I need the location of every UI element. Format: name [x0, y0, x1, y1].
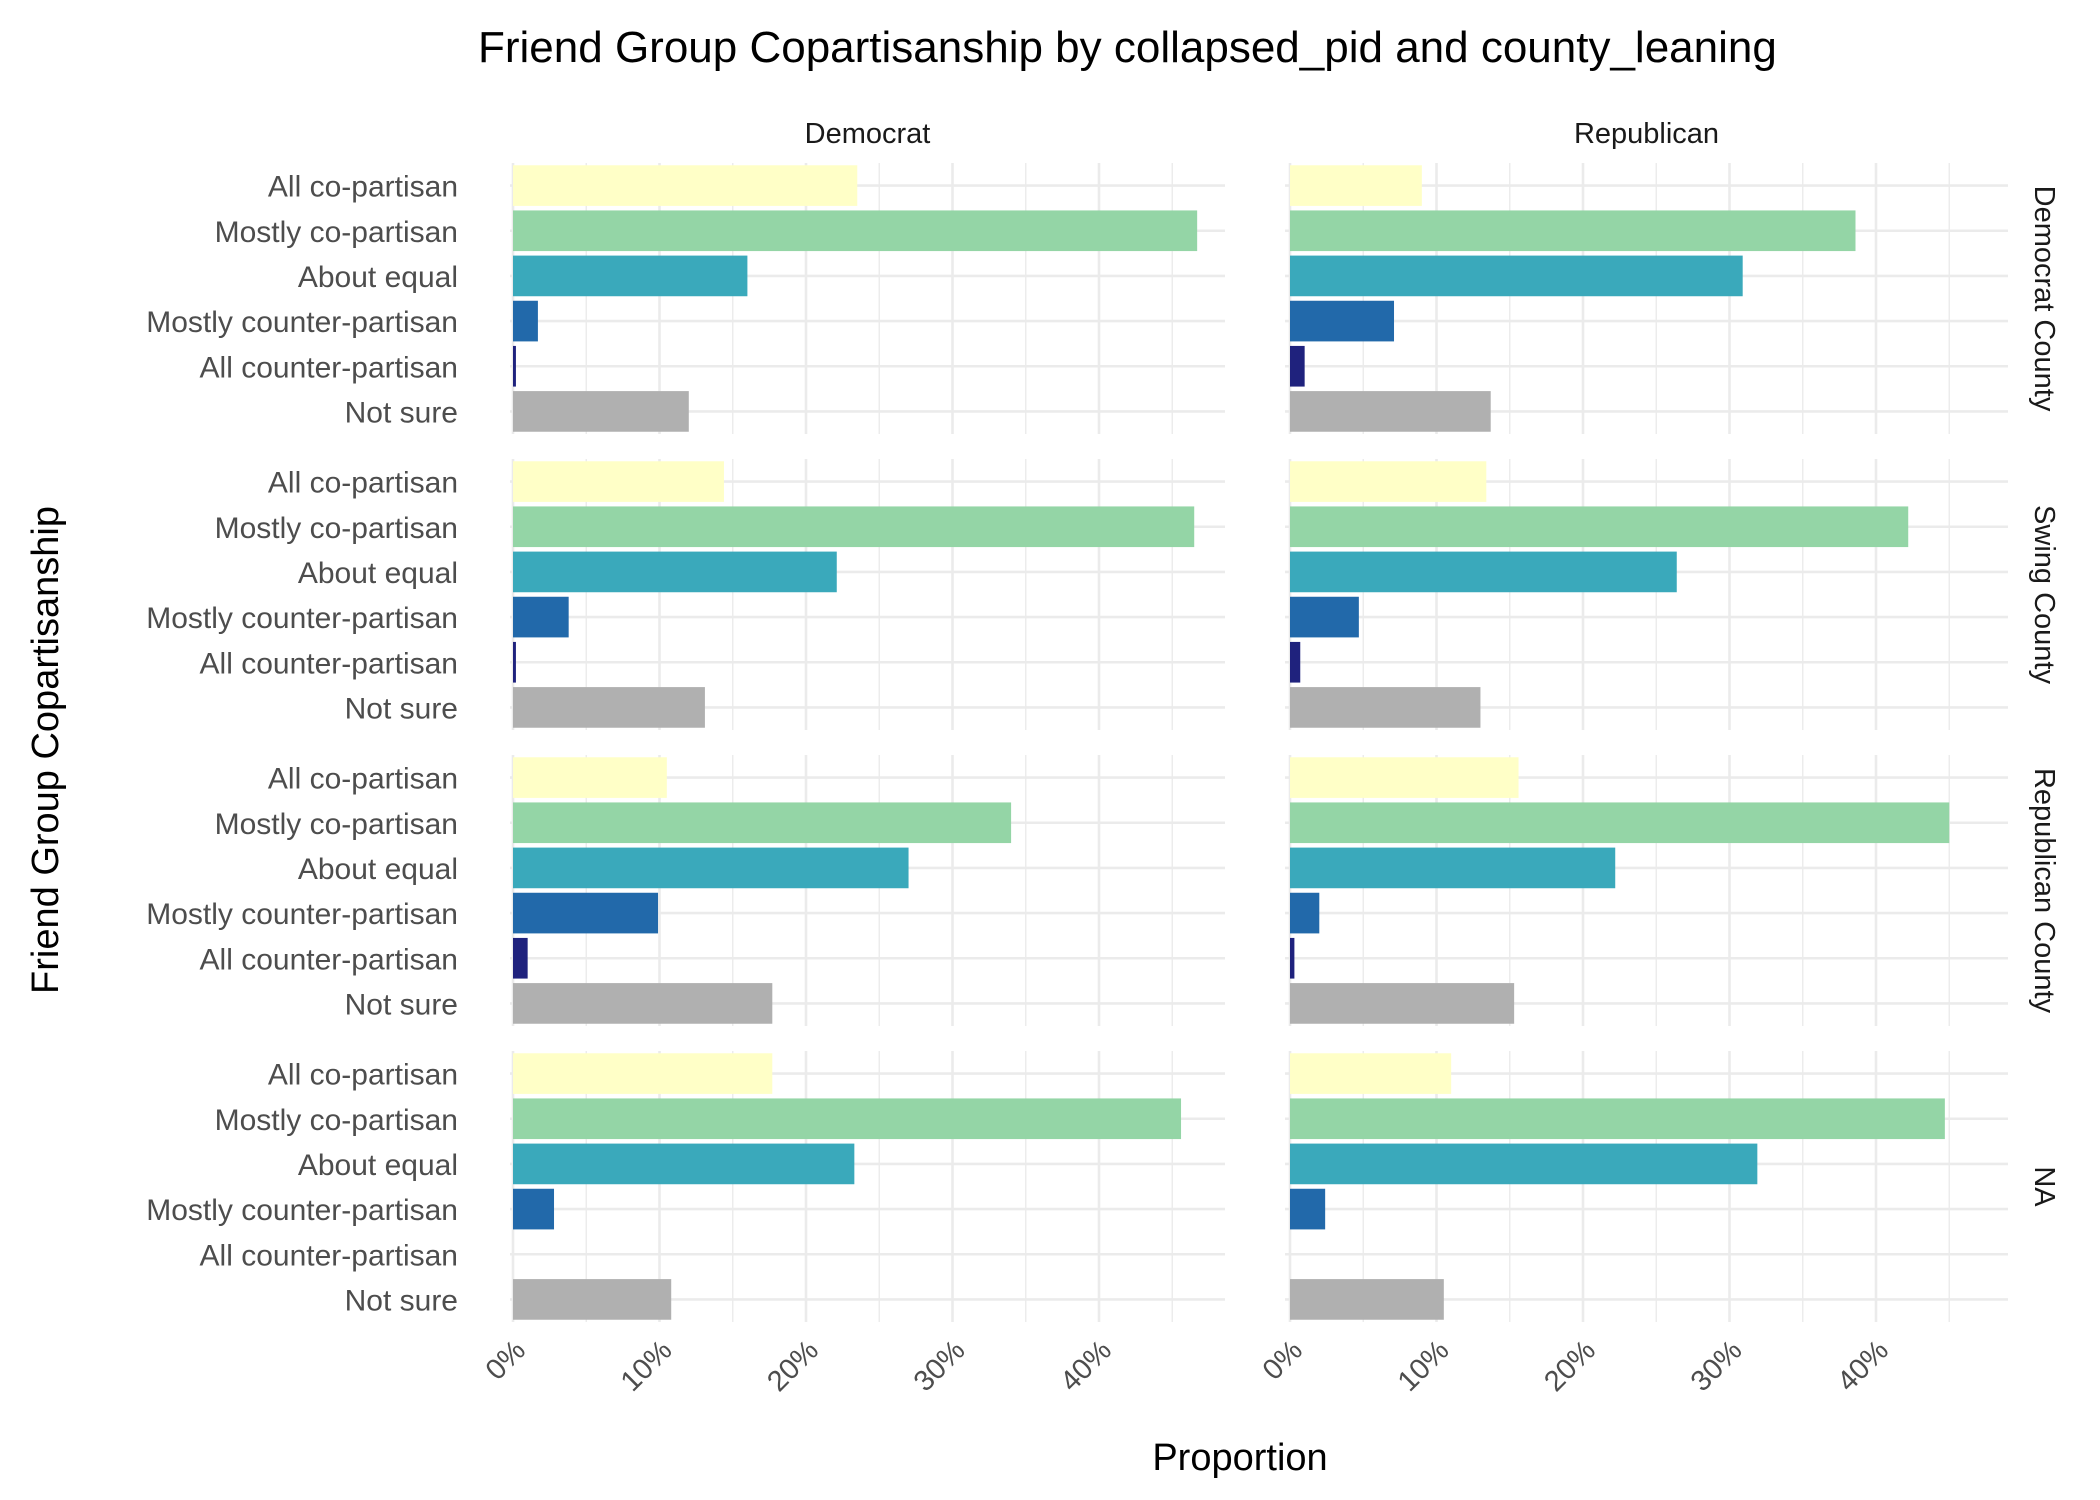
bar-republican-county-democrat-not-sure: [513, 983, 773, 1024]
bar-swing-county-republican-mostly-counter-partisan: [1290, 596, 1359, 638]
x-tick-label: 0%: [480, 1334, 532, 1386]
y-tick-label: About equal: [298, 853, 458, 886]
facet-row-label: Republican County: [2028, 768, 2060, 1014]
y-tick-label: Mostly co-partisan: [215, 512, 458, 545]
bar-na-democrat-mostly-counter-partisan: [513, 1188, 555, 1230]
bar-swing-county-republican-all-co-partisan: [1290, 461, 1487, 502]
bar-republican-county-democrat-mostly-counter-partisan: [513, 892, 659, 934]
bar-democrat-county-democrat-all-counter-partisan: [513, 345, 516, 387]
y-tick-label: Not sure: [345, 396, 458, 429]
y-tick-label: Mostly counter-partisan: [146, 1194, 458, 1227]
bar-democrat-county-republican-about-equal: [1290, 255, 1743, 297]
y-tick-label: All co-partisan: [268, 1059, 458, 1092]
bar-republican-county-republican-all-counter-partisan: [1290, 937, 1295, 979]
y-tick-label: Mostly counter-partisan: [146, 602, 458, 635]
x-tick-label: 40%: [1054, 1334, 1118, 1398]
facet-row-label: NA: [2028, 1166, 2060, 1207]
x-tick-label: 40%: [1831, 1334, 1895, 1398]
bar-swing-county-republican-not-sure: [1290, 687, 1481, 728]
bar-swing-county-republican-all-counter-partisan: [1290, 641, 1301, 683]
y-tick-label: All counter-partisan: [200, 943, 458, 976]
bar-swing-county-republican-mostly-co-partisan: [1290, 506, 1909, 548]
bar-swing-county-democrat-mostly-co-partisan: [513, 506, 1195, 548]
facet-column-label: Democrat: [805, 118, 931, 150]
bar-republican-county-republican-mostly-co-partisan: [1290, 802, 1950, 844]
y-axis-title: Friend Group Copartisanship: [25, 506, 67, 994]
y-tick-label: Mostly counter-partisan: [146, 306, 458, 339]
bar-na-democrat-all-co-partisan: [513, 1053, 773, 1094]
bar-democrat-county-republican-mostly-co-partisan: [1290, 210, 1856, 252]
y-tick-label: Mostly co-partisan: [215, 216, 458, 249]
y-tick-label: All counter-partisan: [200, 647, 458, 680]
bar-democrat-county-democrat-about-equal: [513, 255, 748, 297]
bar-na-republican-mostly-counter-partisan: [1290, 1188, 1326, 1230]
y-tick-label: Not sure: [345, 1284, 458, 1317]
bar-swing-county-democrat-all-co-partisan: [513, 461, 724, 502]
bar-republican-county-democrat-all-co-partisan: [513, 757, 667, 798]
bar-na-republican-about-equal: [1290, 1143, 1758, 1185]
bar-na-democrat-mostly-co-partisan: [513, 1098, 1182, 1140]
bar-democrat-county-republican-not-sure: [1290, 391, 1491, 432]
y-tick-label: All counter-partisan: [200, 351, 458, 384]
y-tick-label: Mostly counter-partisan: [146, 898, 458, 931]
bar-democrat-county-republican-all-counter-partisan: [1290, 345, 1305, 387]
bar-swing-county-democrat-mostly-counter-partisan: [513, 596, 569, 638]
x-axis-title: Proportion: [1152, 1437, 1327, 1479]
y-tick-label: Mostly co-partisan: [215, 1104, 458, 1137]
bar-democrat-county-democrat-mostly-co-partisan: [513, 210, 1198, 252]
bar-swing-county-democrat-about-equal: [513, 551, 837, 593]
bar-republican-county-democrat-mostly-co-partisan: [513, 802, 1012, 844]
panels: All co-partisan Mostly co-partisan About e…: [146, 118, 2060, 1398]
bar-democrat-county-democrat-mostly-counter-partisan: [513, 300, 538, 342]
facet-row-label: Democrat County: [2028, 186, 2060, 412]
bar-republican-county-democrat-all-counter-partisan: [513, 937, 528, 979]
bar-na-republican-mostly-co-partisan: [1290, 1098, 1945, 1140]
bar-democrat-county-democrat-all-co-partisan: [513, 165, 858, 206]
bar-democrat-county-republican-mostly-counter-partisan: [1290, 300, 1395, 342]
bar-republican-county-republican-not-sure: [1290, 983, 1515, 1024]
x-tick-label: 20%: [761, 1334, 825, 1398]
bar-republican-county-republican-mostly-counter-partisan: [1290, 892, 1320, 934]
y-tick-label: About equal: [298, 557, 458, 590]
y-tick-label: About equal: [298, 1149, 458, 1182]
bar-na-democrat-about-equal: [513, 1143, 855, 1185]
bar-na-republican-all-co-partisan: [1290, 1053, 1452, 1094]
facet-column-label: Republican: [1574, 118, 1719, 150]
y-tick-label: All co-partisan: [268, 171, 458, 204]
y-tick-label: All counter-partisan: [200, 1239, 458, 1272]
y-tick-label: About equal: [298, 261, 458, 294]
x-tick-label: 20%: [1538, 1334, 1602, 1398]
x-tick-label: 0%: [1257, 1334, 1309, 1386]
y-tick-label: Mostly co-partisan: [215, 808, 458, 841]
y-tick-label: All co-partisan: [268, 763, 458, 796]
bar-swing-county-democrat-all-counter-partisan: [513, 641, 516, 683]
bar-na-democrat-not-sure: [513, 1279, 672, 1320]
bar-swing-county-democrat-not-sure: [513, 687, 705, 728]
bar-republican-county-democrat-about-equal: [513, 847, 909, 889]
bar-republican-county-republican-about-equal: [1290, 847, 1616, 889]
x-tick-label: 10%: [1392, 1334, 1456, 1398]
y-tick-label: All co-partisan: [268, 467, 458, 500]
bar-democrat-county-democrat-not-sure: [513, 391, 689, 432]
facet-row-label: Swing County: [2028, 505, 2060, 684]
bar-na-republican-not-sure: [1290, 1279, 1444, 1320]
y-tick-label: Not sure: [345, 988, 458, 1021]
bar-swing-county-republican-about-equal: [1290, 551, 1677, 593]
bar-democrat-county-republican-all-co-partisan: [1290, 165, 1422, 206]
y-tick-label: Not sure: [345, 692, 458, 725]
x-tick-label: 10%: [615, 1334, 679, 1398]
x-tick-label: 30%: [908, 1334, 972, 1398]
chart-title: Friend Group Copartisanship by collapsed…: [478, 23, 1777, 72]
bar-republican-county-republican-all-co-partisan: [1290, 757, 1519, 798]
x-tick-label: 30%: [1685, 1334, 1749, 1398]
